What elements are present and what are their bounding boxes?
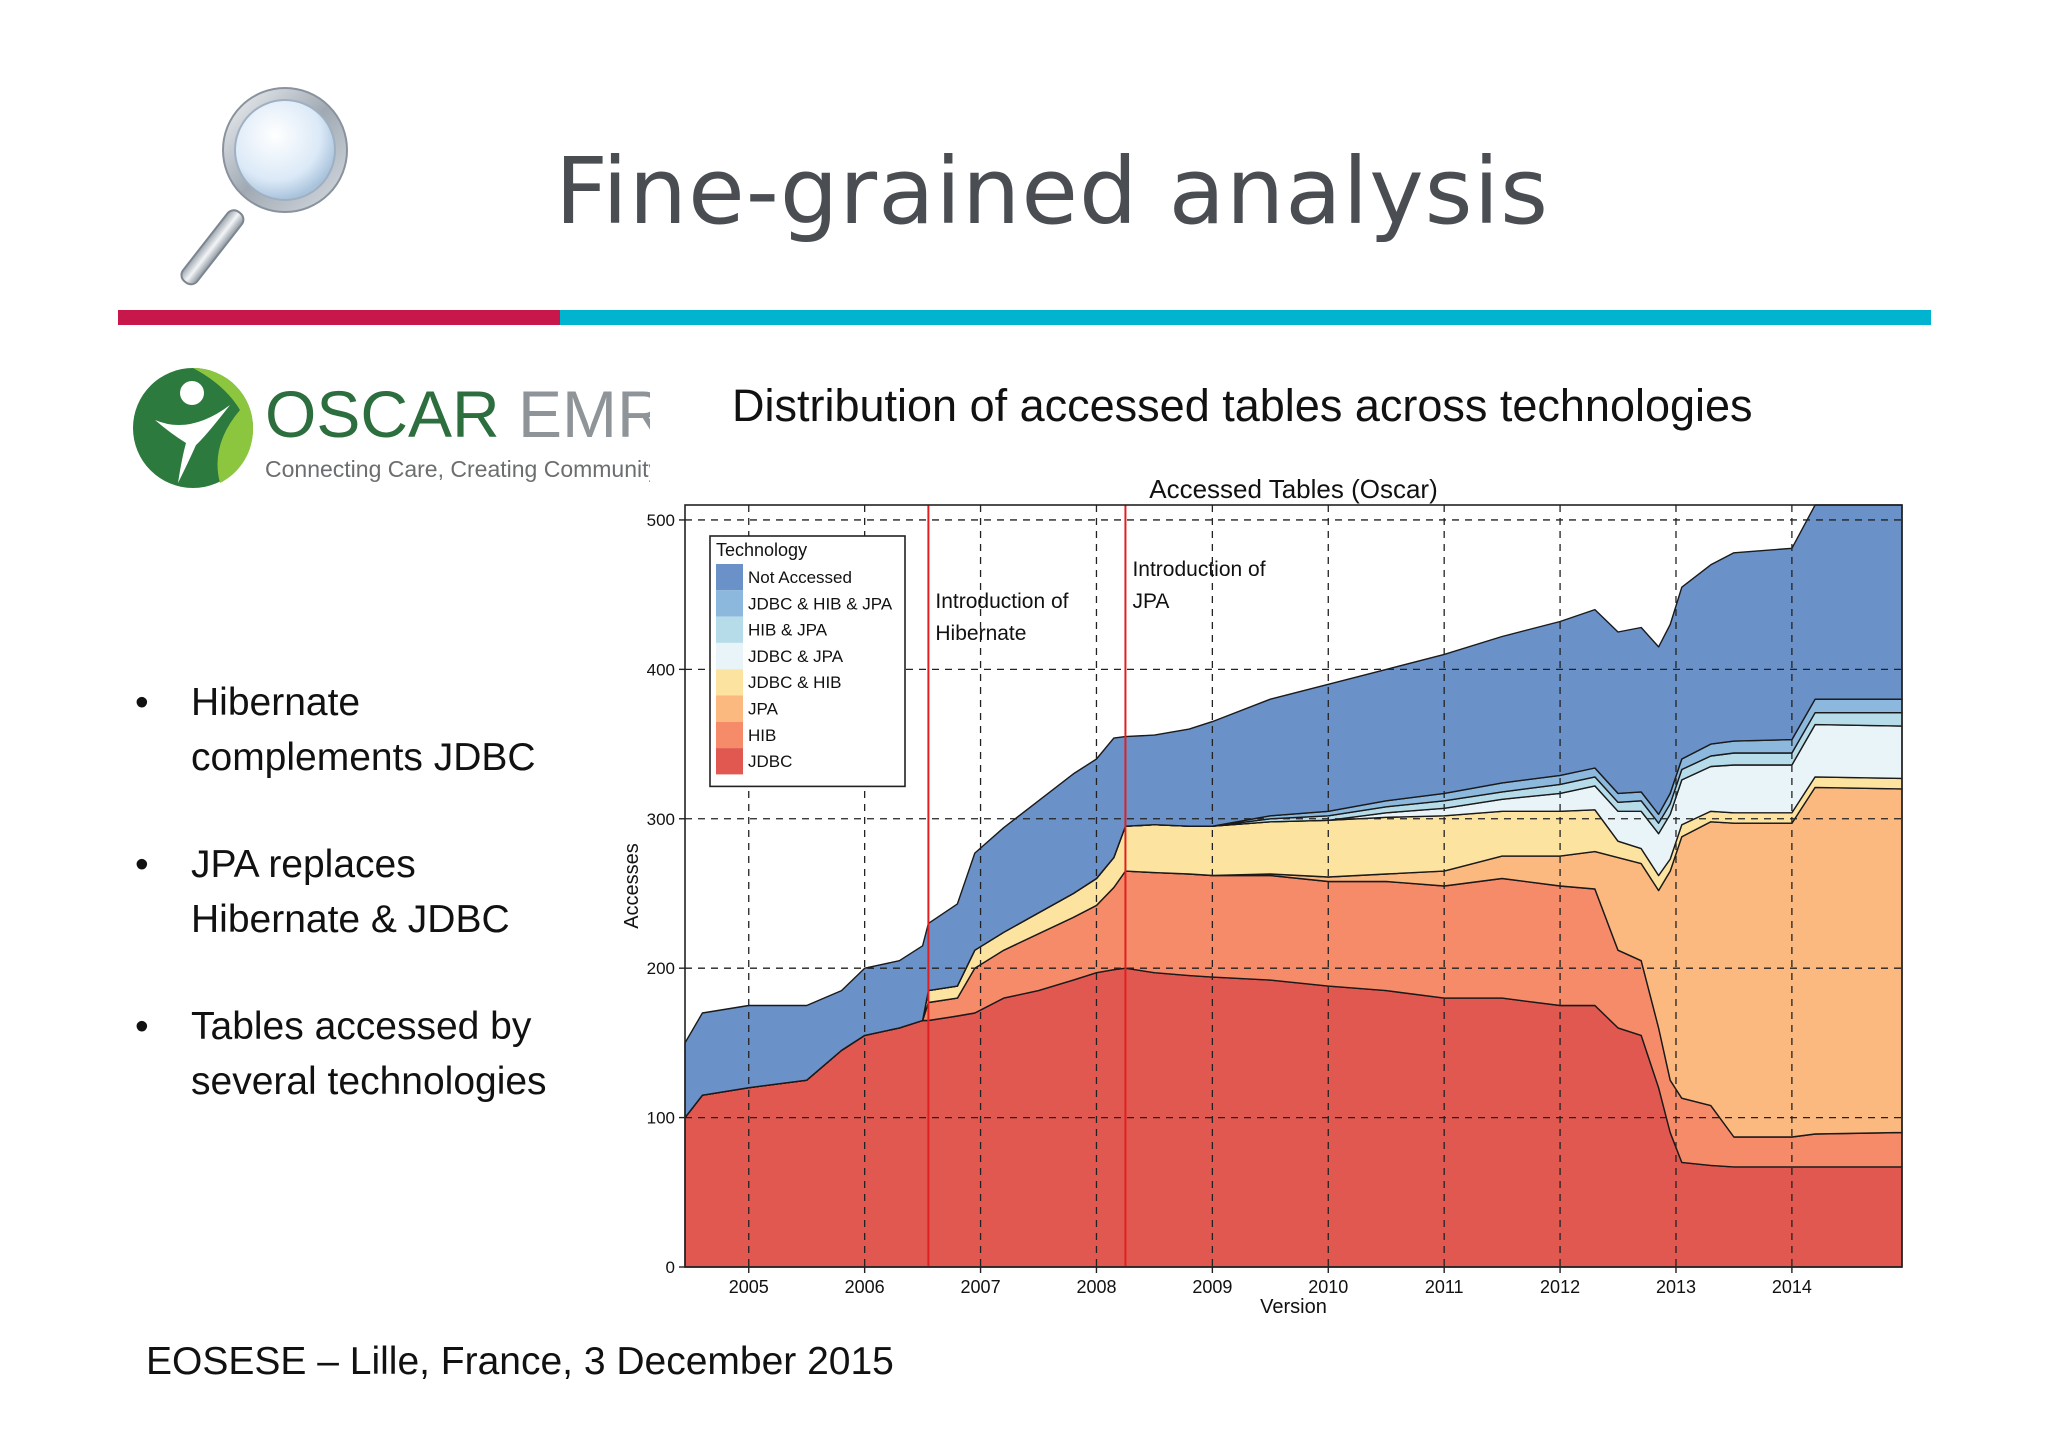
legend-swatch (716, 721, 743, 749)
oscar-logo-icon (133, 368, 254, 488)
accent-rule-left (118, 310, 560, 325)
x-tick-label: 2005 (729, 1277, 769, 1297)
y-tick-label: 200 (647, 959, 675, 978)
page-title: Fine-grained analysis (555, 138, 1550, 245)
logo-name-dark: OSCAR (265, 377, 500, 451)
bullet-list: • Hibernate complements JDBC • JPA repla… (135, 675, 661, 1161)
bullet-line: Tables accessed by (191, 1005, 532, 1048)
accent-rule-right (560, 310, 1931, 325)
x-axis-label: Version (1260, 1296, 1327, 1318)
legend-label: JDBC (748, 752, 792, 771)
x-tick-label: 2011 (1425, 1277, 1464, 1297)
legend-swatch (716, 695, 743, 722)
bullet-item: • Hibernate complements JDBC (135, 675, 661, 785)
bullet-line: Hibernate & JDBC (191, 898, 510, 941)
y-axis-label: Accesses (621, 843, 643, 929)
chart-title: Accessed Tables (Oscar) (1149, 474, 1438, 504)
legend-title: Technology (716, 540, 807, 560)
chart-axes: 2005 2006 2007 2008 2009 2010 2011 2012 2013 2014… (647, 504, 1903, 1297)
x-tick-label: 2010 (1308, 1277, 1348, 1297)
logo-name-light: EMR (518, 377, 650, 451)
y-tick-label: 500 (647, 511, 675, 530)
legend-label: JDBC & JPA (748, 647, 844, 666)
accessed-tables-chart: Introduction of Hibernate Introduction of J… (615, 468, 1915, 1332)
oscar-logo: OSCAR EMR Connecting Care, Creating Comm… (133, 368, 650, 488)
x-tick-label: 2012 (1540, 1277, 1580, 1297)
bullet-line: several technologies (191, 1060, 547, 1103)
bullet-glyph: • (135, 843, 149, 886)
x-tick-label: 2009 (1192, 1277, 1232, 1297)
plot-frame (684, 504, 1903, 1268)
y-tick-label: 0 (666, 1258, 675, 1277)
logo-tagline: Connecting Care, Creating Community. (265, 456, 650, 482)
annotation-text: Introduction of (1132, 558, 1265, 581)
legend-swatch (716, 669, 743, 696)
legend-swatch (716, 590, 743, 617)
bullet-line: JPA replaces (191, 843, 416, 886)
bullet-item: • JPA replaces Hibernate & JDBC (135, 837, 661, 947)
chart-legend: Technology Not Accessed JDBC & HIB & JPA HI… (709, 535, 906, 788)
annotation-text: JPA (1132, 590, 1169, 613)
chart-annotations: Introduction of Hibernate Introduction of J… (927, 505, 1266, 1267)
legend-label: JPA (748, 700, 779, 719)
x-tick-label: 2006 (845, 1277, 885, 1297)
legend-swatch (716, 564, 743, 591)
legend-label: HIB & JPA (748, 621, 828, 640)
y-tick-label: 100 (647, 1109, 675, 1128)
y-tick-label: 400 (647, 660, 675, 679)
annotation-text: Hibernate (935, 622, 1026, 645)
chart-subtitle: Distribution of accessed tables across t… (732, 380, 1753, 431)
magnifier-icon (180, 87, 348, 286)
x-tick-label: 2008 (1076, 1277, 1116, 1297)
legend-label: JDBC & HIB (748, 673, 842, 692)
footer-text: EOSESE – Lille, France, 3 December 2015 (146, 1340, 894, 1383)
x-tick-label: 2014 (1772, 1277, 1812, 1297)
legend-label: JDBC & HIB & JPA (748, 594, 893, 613)
x-tick-label: 2007 (961, 1277, 1001, 1297)
chart-svg: Introduction of Hibernate Introduction of J… (621, 474, 1903, 1318)
legend-swatch (716, 642, 743, 670)
legend-label: HIB (748, 726, 776, 745)
legend-swatch (716, 616, 743, 643)
annotation-text: Introduction of (935, 590, 1068, 613)
bullet-glyph: • (135, 1005, 149, 1048)
bullet-line: complements JDBC (191, 736, 536, 779)
x-tick-label: 2013 (1656, 1277, 1696, 1297)
bullet-item: • Tables accessed by several technologie… (135, 999, 661, 1109)
legend-swatch (716, 748, 743, 775)
legend-label: Not Accessed (748, 568, 852, 587)
bullet-line: Hibernate (191, 681, 361, 724)
bullet-glyph: • (135, 681, 149, 724)
chart-grid (685, 505, 1902, 1267)
y-tick-label: 300 (647, 810, 675, 829)
chart-areas (684, 504, 1903, 1268)
